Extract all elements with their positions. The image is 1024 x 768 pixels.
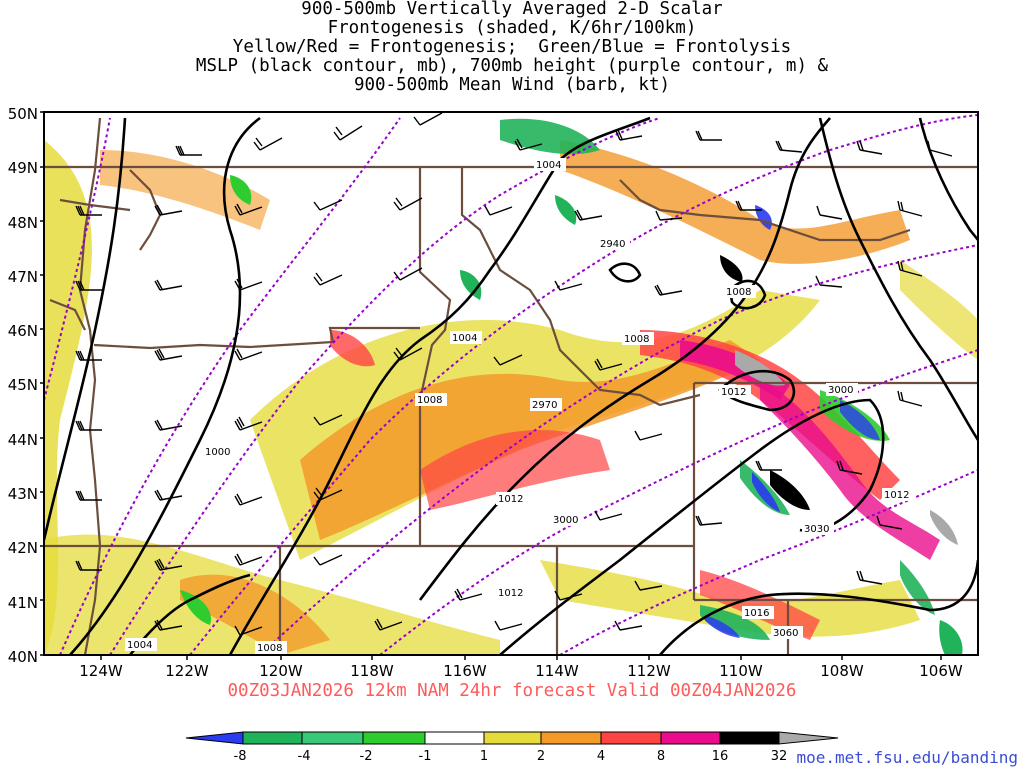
credit-link[interactable]: moe.met.fsu.edu/banding (796, 748, 1018, 767)
lat-ticks (40, 111, 44, 656)
lat-label: 49N (8, 159, 38, 177)
lat-label: 43N (8, 485, 38, 503)
colorbar-tick: 4 (597, 749, 605, 764)
frontolysis-shading (180, 118, 963, 655)
lon-label: 118W (350, 662, 394, 680)
height-label: 2940 (600, 239, 625, 250)
mslp-label: 1008 (726, 287, 751, 298)
lon-label: 112W (627, 662, 671, 680)
mslp-label: 1012 (884, 490, 909, 501)
lat-label: 41N (8, 594, 38, 612)
height-label: 3060 (773, 628, 798, 639)
mslp-label: 1000 (205, 447, 230, 458)
colorbar-tick: -8 (234, 749, 247, 764)
colorbar-tick: 1 (480, 749, 488, 764)
lon-label: 108W (820, 662, 864, 680)
mslp-label: 1004 (536, 160, 561, 171)
colorbar-segment (540, 731, 602, 745)
mslp-label: 1012 (498, 588, 523, 599)
mslp-label: 1004 (452, 333, 477, 344)
lon-label: 122W (165, 662, 209, 680)
colorbar-segment (424, 731, 485, 745)
colorbar-segment (301, 731, 364, 745)
colorbar-tick: -4 (298, 749, 311, 764)
lat-label: 42N (8, 539, 38, 557)
lon-label: 120W (259, 662, 303, 680)
title-line: Frontogenesis (shaded, K/6hr/100km) (327, 18, 697, 38)
lon-axis: 124W 122W 120W 118W 116W 114W 112W 110W … (79, 662, 963, 680)
height-label: 3000 (553, 515, 578, 526)
colorbar-tick: -1 (419, 749, 432, 764)
height-label: 2970 (532, 400, 557, 411)
colorbar-segment (362, 731, 426, 745)
colorbar-segment (242, 731, 303, 745)
colorbar-segment (660, 731, 721, 745)
lat-label: 47N (8, 268, 38, 286)
lat-label: 40N (8, 648, 38, 666)
colorbar-segment (600, 731, 662, 745)
map-title: 900-500mb Vertically Averaged 2-D Scalar… (0, 0, 1024, 95)
lat-label: 44N (8, 431, 38, 449)
colorbar-tick: -2 (360, 749, 373, 764)
colorbar-segment (778, 731, 839, 745)
title-line: MSLP (black contour, mb), 700mb height (… (195, 56, 829, 76)
height-label: 3000 (828, 385, 853, 396)
mslp-label: 1008 (624, 334, 649, 345)
colorbar-segment (719, 731, 780, 745)
lon-label: 114W (535, 662, 579, 680)
colorbar-tick: 16 (712, 749, 729, 764)
mslp-label: 1016 (744, 608, 769, 619)
title-line: 900-500mb Mean Wind (barb, kt) (353, 75, 671, 95)
lat-axis: 50N 49N 48N 47N 46N 45N 44N 43N 42N 41N … (8, 105, 38, 666)
height-label: 3030 (804, 524, 829, 535)
lon-label: 116W (443, 662, 487, 680)
colorbar-tick: 32 (771, 749, 788, 764)
mslp-label: 1012 (721, 387, 746, 398)
lat-label: 45N (8, 376, 38, 394)
lat-label: 48N (8, 214, 38, 232)
mslp-label: 1008 (417, 395, 442, 406)
colorbar-segment (483, 731, 542, 745)
lon-label: 106W (919, 662, 963, 680)
map-field: 1004 1004 1008 1008 1008 1012 1012 1012 … (44, 112, 978, 655)
lon-label: 124W (79, 662, 123, 680)
wind-barbs (75, 112, 953, 636)
lon-label: 110W (719, 662, 763, 680)
lon-ticks (100, 655, 942, 660)
colorbar: -8 -4 -2 -1 1 2 4 8 16 32 (185, 731, 839, 764)
forecast-label: 00Z03JAN2026 12km NAM 24hr forecast Vali… (227, 681, 797, 701)
colorbar-tick: 8 (657, 749, 665, 764)
title-line: Yellow/Red = Frontogenesis; Green/Blue =… (232, 37, 792, 57)
colorbar-tick: 2 (537, 749, 545, 764)
mslp-label: 1008 (257, 643, 282, 654)
lat-label: 50N (8, 105, 38, 123)
colorbar-segment (185, 731, 244, 745)
lat-label: 46N (8, 322, 38, 340)
mslp-label: 1012 (498, 494, 523, 505)
title-line: 900-500mb Vertically Averaged 2-D Scalar (301, 0, 723, 19)
mslp-label: 1004 (127, 640, 152, 651)
